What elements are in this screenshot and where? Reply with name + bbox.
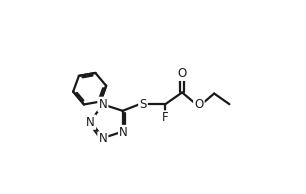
Text: F: F xyxy=(162,112,169,125)
Text: N: N xyxy=(99,133,107,146)
Text: N: N xyxy=(119,126,128,139)
Text: N: N xyxy=(86,116,95,129)
Text: N: N xyxy=(99,98,107,111)
Text: O: O xyxy=(194,98,203,111)
Text: O: O xyxy=(177,67,187,80)
Text: S: S xyxy=(139,98,147,111)
